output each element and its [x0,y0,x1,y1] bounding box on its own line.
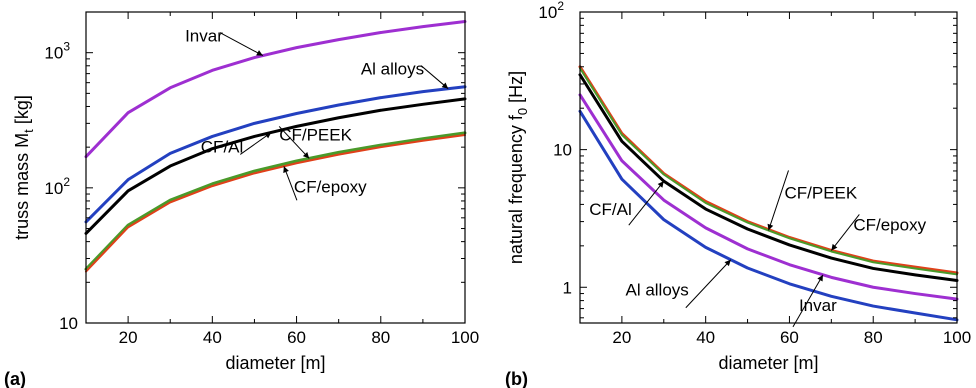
annotation-arrowhead [817,274,823,282]
x-tick-label: 20 [612,328,631,347]
x-axis-title: diameter [m] [718,353,818,373]
x-axis: 20 40 60 80 100 [579,12,971,347]
annotation-arrowhead [657,181,664,188]
series-lines [578,65,959,322]
annotation-invar: Invar [185,27,223,46]
annotation-cf-epoxy: CF/epoxy [853,215,926,234]
series-annotations: CF/Al CF/PEEK CF/epoxy Al alloys Invar [589,170,927,328]
annotation-cf-peek: CF/PEEK [279,125,352,144]
y-tick-label: 1 [563,278,572,297]
annotation-leader [628,180,665,226]
series-line-cf-al [578,73,959,282]
annotation-cf-epoxy: CF/epoxy [294,177,367,196]
panel-a-chart: 20 40 60 80 100 diameter [m] 10 102 103 truss mas… [4,11,479,388]
series-line-invar [578,93,959,301]
y-axis: 1 10 102 [538,0,957,319]
y-axis-title: natural frequency f0 [Hz] [506,71,530,264]
annotation-arrowhead [767,223,774,231]
series-annotations: Invar Al alloys CF/Al CF/PEEK CF/epoxy [185,27,449,201]
annotation-leader [830,214,860,251]
x-axis: 20 40 60 80 100 [85,12,479,347]
annotation-invar: Invar [799,296,837,315]
x-axis-title: diameter [m] [225,353,325,373]
x-tick-label: 100 [451,328,479,347]
series-line-cf-peek [84,131,467,271]
panel-b-chart: 20 40 60 80 100 diameter [m] 1 10 102 natural fre… [505,0,971,388]
annotation-leader [768,170,789,231]
annotation-arrowhead [256,50,263,56]
x-tick-label: 80 [864,328,883,347]
annotation-leader [219,32,264,57]
annotation-arrowhead [724,259,731,267]
panel-letter: (b) [505,369,528,388]
series-line-cf-epoxy [85,134,466,273]
annotation-arrowhead [264,132,272,139]
annotation-leader [278,126,310,159]
series-line-invar [84,20,467,159]
x-tick-label: 80 [371,328,390,347]
y-tick-label: 103 [44,40,70,63]
series-line-cf-epoxy [578,65,959,275]
panel-letter: (a) [4,369,26,388]
plot-frame [85,11,466,324]
annotation-al-alloys: Al alloys [361,60,424,79]
x-tick-label: 100 [943,328,971,347]
annotation-arrowhead [302,151,310,159]
y-tick-label: 10 [553,141,572,160]
annotation-leader [283,166,298,201]
x-tick-label: 60 [287,328,306,347]
series-line-al-alloys [84,85,467,224]
annotation-leader [792,274,824,328]
annotation-cf-al: CF/Al [589,200,632,219]
y-axis: 10 102 103 [44,11,465,333]
annotation-cf-al: CF/Al [201,137,244,156]
y-tick-label: 102 [44,175,70,198]
series-line-cf-al [84,97,467,235]
series-line-cf-peek [579,67,958,276]
x-tick-label: 40 [203,328,222,347]
x-tick-label: 60 [780,328,799,347]
y-tick-label: 10 [59,314,78,333]
annotation-arrowhead [831,243,838,251]
series-line-al-alloys [578,109,959,322]
y-axis-title: truss mass Mt [kg] [12,95,36,240]
plot-frame [579,11,958,324]
annotation-leader [239,132,272,155]
series-lines [84,20,467,273]
x-tick-label: 40 [696,328,715,347]
annotation-leader [685,259,732,309]
annotation-arrowhead [441,82,449,89]
annotation-arrowhead [283,166,289,173]
y-tick-label: 102 [538,0,564,22]
annotation-cf-peek: CF/PEEK [785,183,858,202]
annotation-al-alloys: Al alloys [625,281,688,300]
x-tick-label: 20 [119,328,138,347]
